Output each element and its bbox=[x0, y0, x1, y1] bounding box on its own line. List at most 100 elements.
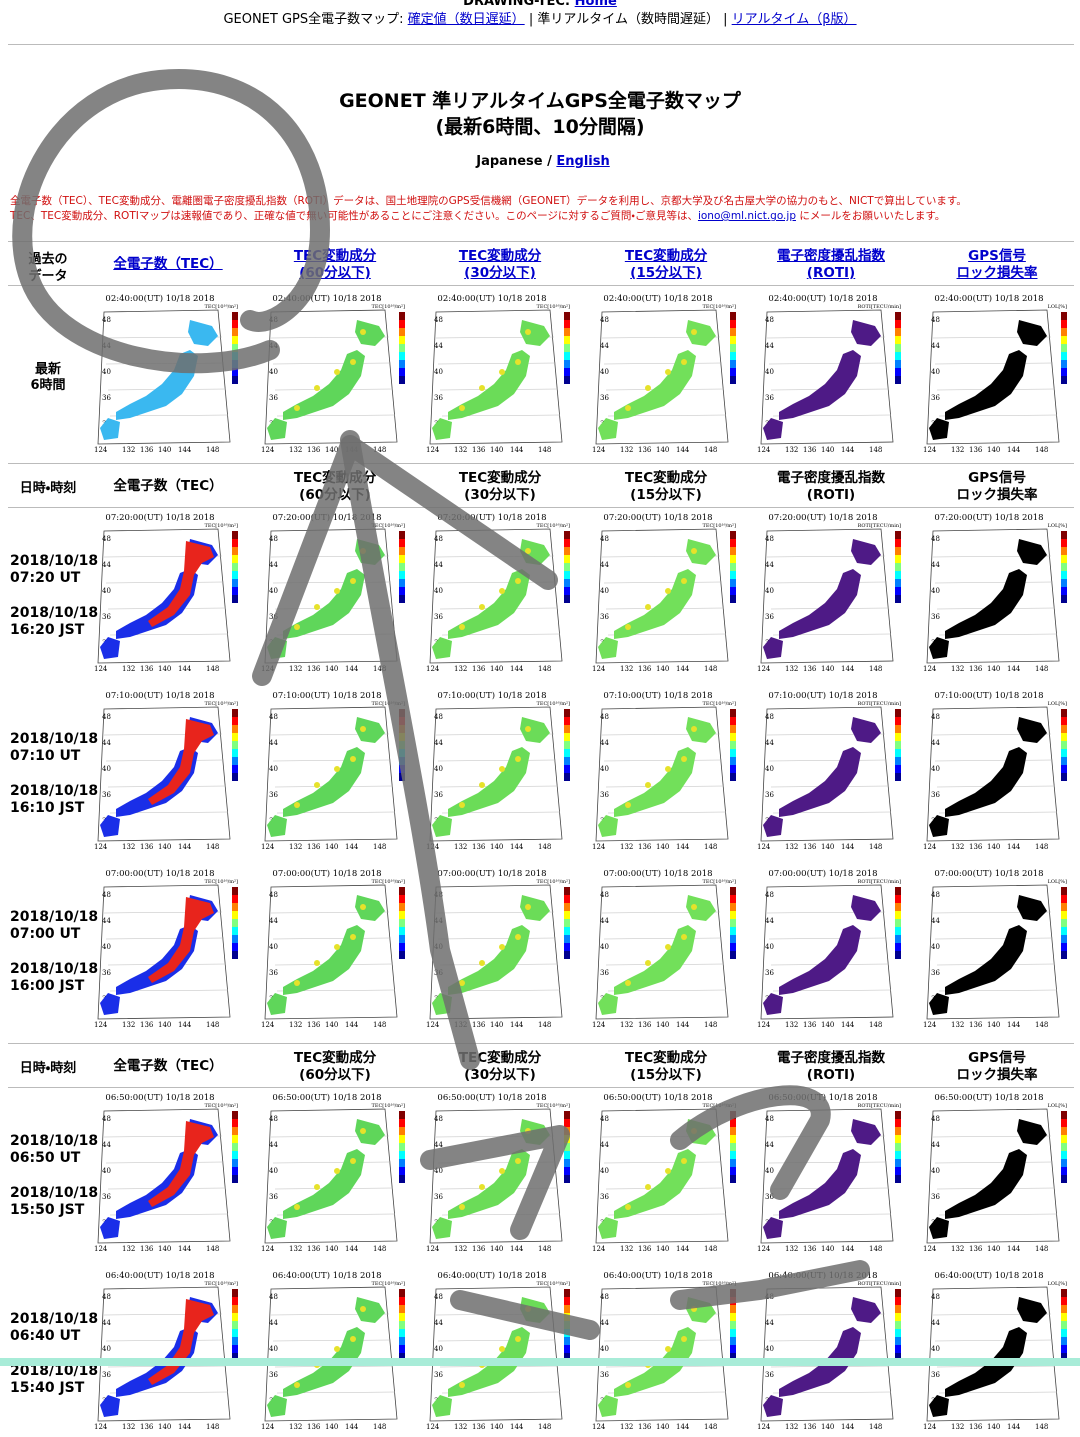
colorbar bbox=[232, 1135, 238, 1143]
map-lat-label: 40 bbox=[765, 1167, 774, 1175]
colorbar bbox=[399, 733, 405, 741]
colorbar bbox=[730, 943, 736, 951]
map-lat-label: 44 bbox=[269, 1141, 278, 1149]
map-speckle bbox=[515, 1158, 521, 1164]
map-lon-label: 144 bbox=[841, 446, 855, 454]
map-unit: ROTI[TECU/min] bbox=[858, 304, 901, 310]
map-speckle bbox=[479, 385, 485, 391]
latest-label: 6時間 bbox=[30, 378, 66, 393]
map-speckle bbox=[691, 329, 697, 335]
map-lat-label: 44 bbox=[434, 1319, 443, 1327]
colorbar bbox=[564, 887, 570, 895]
map-speckle bbox=[360, 1128, 366, 1134]
map-lon-label: 148 bbox=[373, 1021, 386, 1029]
map-speckle bbox=[625, 624, 631, 630]
colorbar bbox=[730, 555, 736, 563]
colorbar bbox=[895, 368, 901, 376]
map-lon-label: 132 bbox=[785, 1245, 798, 1253]
colorbar bbox=[232, 1345, 238, 1353]
column-link[interactable]: 全電子数（TEC） bbox=[113, 256, 223, 272]
colorbar bbox=[232, 741, 238, 749]
colorbar bbox=[564, 312, 570, 320]
ut-time: 07:20 UT bbox=[10, 570, 81, 586]
map-speckle bbox=[314, 1184, 320, 1190]
map-lat-label: 36 bbox=[269, 1371, 278, 1379]
map-speckle bbox=[515, 934, 521, 940]
home-link[interactable]: Home bbox=[574, 0, 617, 9]
map-lon-label: 124 bbox=[94, 665, 108, 673]
map-lat-label: 44 bbox=[600, 342, 609, 350]
map-lon-label: 148 bbox=[206, 665, 219, 673]
map-lon-label: 144 bbox=[841, 1021, 855, 1029]
colorbar bbox=[1061, 579, 1067, 587]
nav-link[interactable]: リアルタイム（β版） bbox=[731, 12, 857, 27]
colorbar bbox=[1061, 352, 1067, 360]
map-unit: ROTI[TECU/min] bbox=[858, 879, 901, 885]
column-link[interactable]: GPS信号 bbox=[968, 248, 1026, 264]
map-unit: TEC[10¹⁶/m²] bbox=[536, 701, 570, 707]
map-lon-label: 132 bbox=[454, 1423, 467, 1431]
map-lat-label: 36 bbox=[600, 1193, 609, 1201]
column-link[interactable]: TEC変動成分 bbox=[293, 248, 377, 264]
column-link[interactable]: (60分以下) bbox=[299, 265, 371, 281]
colorbar bbox=[399, 1329, 405, 1337]
map-lat-label: 48 bbox=[931, 713, 940, 721]
map-lon-label: 140 bbox=[821, 1423, 834, 1431]
map-lon-label: 124 bbox=[426, 446, 440, 454]
nav-link[interactable]: 確定値（数日遅延） bbox=[407, 12, 525, 27]
map-lat-label: 36 bbox=[765, 394, 774, 402]
nav: GEONET GPS全電子数マップ: 確定値（数日遅延） | 準リアルタイム（数… bbox=[223, 8, 856, 27]
colorbar bbox=[1061, 1151, 1067, 1159]
map-lat-label: 44 bbox=[600, 561, 609, 569]
landmass bbox=[100, 320, 218, 440]
map-time: 07:00:00(UT) 10/18 2018 bbox=[105, 868, 214, 879]
map-speckle bbox=[625, 802, 631, 808]
colorbar bbox=[399, 555, 405, 563]
column-link[interactable]: TEC変動成分 bbox=[624, 248, 708, 264]
map-lon-label: 144 bbox=[841, 665, 855, 673]
notice-email[interactable]: iono@ml.nict.go.jp bbox=[697, 210, 796, 222]
colorbar bbox=[399, 725, 405, 733]
map-lon-label: 132 bbox=[785, 843, 798, 851]
map-speckle bbox=[479, 782, 485, 788]
language-link[interactable]: English bbox=[556, 154, 610, 169]
map-time: 02:40:00(UT) 10/18 2018 bbox=[272, 293, 381, 304]
map-lon-label: 132 bbox=[951, 1423, 964, 1431]
column-link[interactable]: (ROTI) bbox=[806, 265, 856, 281]
map-lat-label: 44 bbox=[102, 739, 111, 747]
map-speckle bbox=[294, 980, 300, 986]
map-lon-label: 136 bbox=[307, 1423, 321, 1431]
colorbar bbox=[232, 733, 238, 741]
map-lat-label: 48 bbox=[600, 891, 609, 899]
column-link[interactable]: 電子密度擾乱指数 bbox=[777, 248, 885, 264]
colorbar bbox=[895, 1305, 901, 1313]
map-lon-label: 148 bbox=[373, 1423, 386, 1431]
colorbar bbox=[895, 563, 901, 571]
map-unit: TEC[10¹⁶/m²] bbox=[371, 1103, 405, 1109]
colorbar bbox=[399, 547, 405, 555]
map-lon-label: 140 bbox=[158, 1423, 171, 1431]
map-lat-label: 40 bbox=[765, 765, 774, 773]
map-lon-label: 136 bbox=[307, 843, 321, 851]
column-link[interactable]: (30分以下) bbox=[464, 265, 536, 281]
ut-date: 2018/10/18 bbox=[10, 909, 99, 925]
map-lon-label: 124 bbox=[94, 446, 108, 454]
colorbar bbox=[232, 539, 238, 547]
column-link[interactable]: (15分以下) bbox=[630, 265, 702, 281]
column-link[interactable]: ロック損失率 bbox=[956, 265, 1038, 281]
colorbar bbox=[1061, 935, 1067, 943]
map-lat-label: 40 bbox=[931, 368, 940, 376]
map-lat-label: 36 bbox=[931, 1193, 940, 1201]
map-lon-label: 136 bbox=[307, 446, 321, 454]
map-lat-label: 40 bbox=[765, 1345, 774, 1353]
map-unit: TEC[10¹⁶/m²] bbox=[536, 523, 570, 529]
map-lat-label: 40 bbox=[931, 1167, 940, 1175]
column-link[interactable]: TEC変動成分 bbox=[458, 248, 542, 264]
map-lon-label: 132 bbox=[289, 1021, 302, 1029]
colorbar bbox=[232, 919, 238, 927]
